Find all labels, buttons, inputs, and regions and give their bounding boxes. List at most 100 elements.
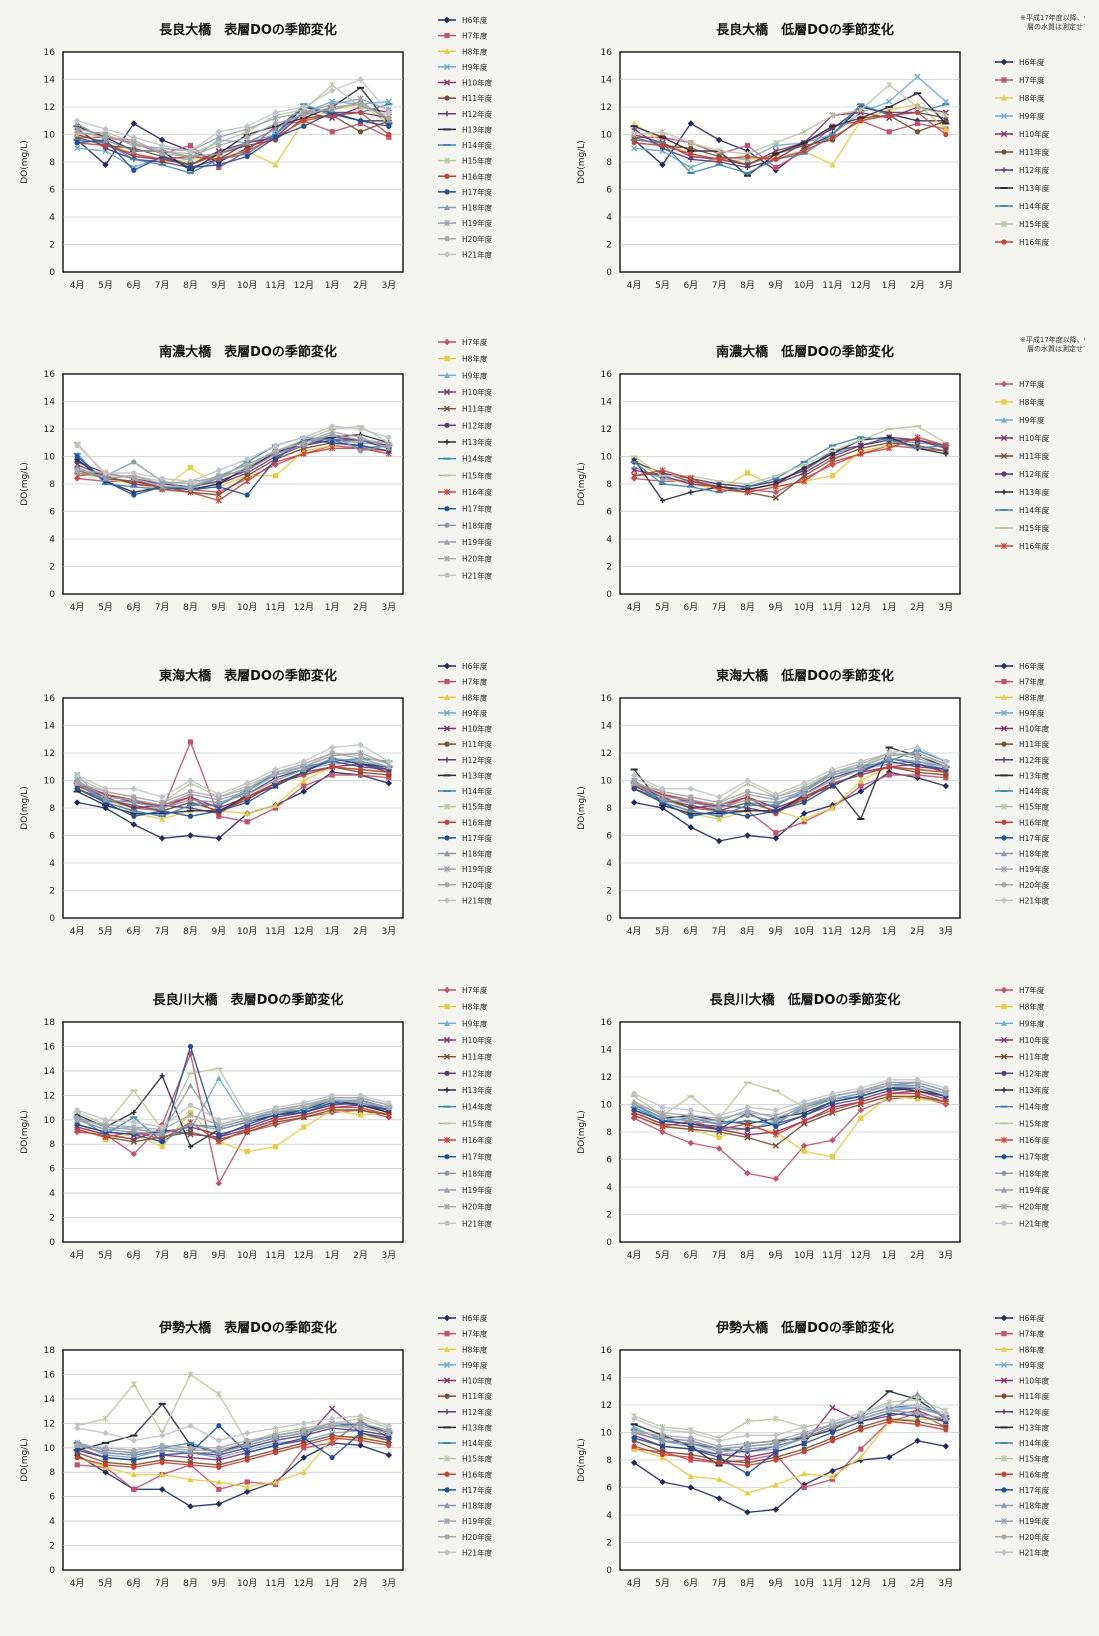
x-tick-label: 8月 <box>183 602 198 613</box>
data-point <box>942 1410 950 1417</box>
legend-label: H15年度 <box>462 802 493 812</box>
series-line <box>634 1412 947 1489</box>
data-point <box>385 98 392 105</box>
legend-marker <box>443 662 451 670</box>
data-point <box>886 434 892 440</box>
legend-label: H10年度 <box>462 724 493 734</box>
legend-label: H13年度 <box>462 124 493 134</box>
legend-marker <box>1000 662 1008 670</box>
legend-marker <box>1000 1346 1008 1352</box>
series-line <box>76 1434 389 1488</box>
data-point <box>159 1073 165 1079</box>
y-tick-label: 10 <box>601 777 613 787</box>
chart-title: 長良大橋 低層DOの季節変化 <box>716 22 894 38</box>
legend-marker <box>1001 399 1007 405</box>
x-tick-label: 1月 <box>325 926 340 937</box>
data-point <box>159 1139 165 1145</box>
x-tick-label: 9月 <box>768 1578 783 1589</box>
chart-panel: 南濃大橋 低層DOの季節変化 ※平成17年度以降、低層の水質は測定せず 0 2 4 6 8 1… <box>565 324 1085 634</box>
series-line <box>633 1095 946 1147</box>
series-line <box>634 106 946 166</box>
legend-label: H19年度 <box>462 537 493 547</box>
x-tick-label: 10月 <box>794 602 814 613</box>
legend-label: H8年度 <box>462 354 488 364</box>
legend-marker <box>1001 1070 1007 1076</box>
data-point <box>329 1454 335 1461</box>
series-line <box>76 1084 389 1133</box>
legend-label: H6年度 <box>462 1313 488 1323</box>
legend-marker <box>1001 1487 1007 1493</box>
data-point <box>329 423 335 429</box>
y-tick-label: 2 <box>606 1211 612 1221</box>
legend-label: H9年度 <box>1019 708 1045 718</box>
data-point <box>131 1486 137 1492</box>
data-point <box>886 764 892 770</box>
data-point <box>801 1440 807 1447</box>
series-line <box>76 439 389 496</box>
legend-marker <box>1001 1154 1007 1160</box>
legend-label: H11年度 <box>1019 1052 1050 1062</box>
data-point <box>187 1462 194 1468</box>
x-tick-label: 10月 <box>237 926 257 937</box>
data-point <box>301 118 307 124</box>
data-point <box>357 1099 364 1106</box>
x-tick-label: 4月 <box>70 1250 85 1261</box>
series-line <box>77 1106 389 1143</box>
data-point <box>244 472 251 479</box>
data-point <box>300 1454 308 1461</box>
data-point <box>716 1112 722 1119</box>
data-point <box>744 1509 751 1516</box>
data-point <box>631 140 637 146</box>
x-tick-label: 9月 <box>211 280 226 291</box>
data-point <box>801 786 807 792</box>
data-point <box>130 1150 138 1158</box>
y-tick-label: 2 <box>49 887 55 897</box>
data-point <box>357 1412 364 1420</box>
legend-marker <box>444 882 450 888</box>
data-point <box>801 1112 807 1119</box>
data-point <box>688 1454 694 1460</box>
data-point <box>829 458 836 466</box>
x-tick-label: 6月 <box>126 926 141 937</box>
series-H20年度 <box>74 101 392 160</box>
data-point <box>829 1404 836 1411</box>
data-point <box>187 1371 194 1378</box>
x-tick-label: 4月 <box>627 926 642 937</box>
data-point <box>386 1430 392 1436</box>
data-point <box>688 145 694 151</box>
data-point <box>272 783 279 789</box>
y-axis-label: DO(mg/L) <box>577 1438 587 1482</box>
y-tick-label: 12 <box>601 1401 612 1411</box>
series-line <box>634 1409 946 1448</box>
data-point <box>243 123 251 130</box>
data-point <box>385 1111 392 1118</box>
y-tick-label: 2 <box>606 241 612 251</box>
legend-marker <box>443 1020 451 1026</box>
data-point <box>244 134 250 140</box>
data-point <box>744 1120 751 1127</box>
data-point <box>187 832 194 839</box>
y-tick-label: 14 <box>44 76 56 86</box>
series-H9年度 <box>631 73 949 171</box>
x-tick-label: 4月 <box>70 602 85 613</box>
data-point <box>329 104 335 110</box>
data-point <box>914 109 921 116</box>
legend-label: H8年度 <box>462 692 488 702</box>
data-point <box>74 467 81 474</box>
chart-title: 南濃大橋 表層DOの季節変化 <box>159 344 337 360</box>
legend-label: H13年度 <box>462 770 493 780</box>
data-point <box>687 164 694 171</box>
data-point <box>329 440 335 446</box>
legend-marker <box>443 251 451 258</box>
legend-marker <box>444 1220 450 1226</box>
data-point <box>744 805 751 811</box>
data-point <box>886 129 892 135</box>
legend-marker <box>1001 757 1007 763</box>
y-tick-label: 6 <box>49 1493 55 1503</box>
data-point <box>631 1112 638 1119</box>
x-tick-label: 2月 <box>910 926 925 937</box>
data-point <box>801 1470 808 1477</box>
series-line <box>77 771 389 840</box>
y-tick-label: 2 <box>49 1214 55 1224</box>
legend-label: H10年度 <box>462 387 493 397</box>
